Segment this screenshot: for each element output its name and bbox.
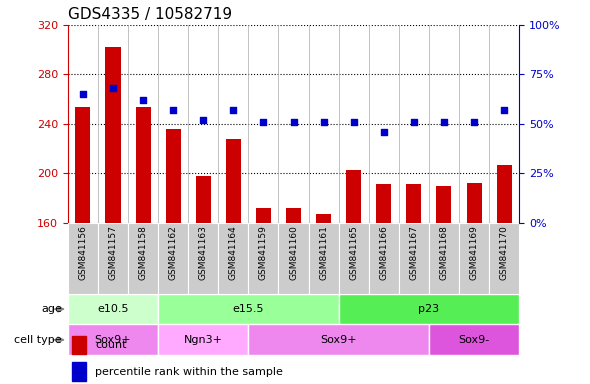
Bar: [309, 223, 339, 294]
Text: GSM841161: GSM841161: [319, 225, 328, 280]
Text: GSM841159: GSM841159: [259, 225, 268, 280]
Bar: [286, 208, 301, 223]
Bar: [68, 294, 158, 324]
Bar: [346, 170, 361, 223]
Bar: [128, 223, 158, 294]
Text: GSM841157: GSM841157: [109, 225, 117, 280]
Bar: [339, 294, 519, 324]
Point: [258, 119, 268, 125]
Point: [319, 119, 328, 125]
Point: [379, 129, 388, 135]
Text: GSM841158: GSM841158: [139, 225, 148, 280]
Bar: [68, 223, 98, 294]
Bar: [226, 139, 241, 223]
Bar: [369, 223, 399, 294]
Bar: [399, 223, 429, 294]
Bar: [407, 184, 421, 223]
Text: Sox9+: Sox9+: [320, 335, 357, 345]
Bar: [158, 223, 188, 294]
Bar: [158, 324, 248, 355]
Text: percentile rank within the sample: percentile rank within the sample: [95, 367, 283, 377]
Bar: [467, 183, 481, 223]
Text: Sox9+: Sox9+: [94, 335, 132, 345]
Text: GSM841162: GSM841162: [169, 225, 178, 280]
Bar: [459, 223, 489, 294]
Point: [228, 107, 238, 113]
Bar: [98, 223, 128, 294]
Bar: [188, 223, 218, 294]
Bar: [429, 223, 459, 294]
Bar: [248, 324, 429, 355]
Text: GSM841164: GSM841164: [229, 225, 238, 280]
Bar: [497, 165, 512, 223]
Bar: [136, 106, 150, 223]
Text: age: age: [41, 304, 62, 314]
Bar: [73, 362, 86, 381]
Point: [409, 119, 419, 125]
Text: GDS4335 / 10582719: GDS4335 / 10582719: [68, 7, 232, 22]
Bar: [106, 47, 120, 223]
Text: e10.5: e10.5: [97, 304, 129, 314]
Text: GSM841167: GSM841167: [409, 225, 418, 280]
Bar: [166, 129, 181, 223]
Text: GSM841156: GSM841156: [78, 225, 87, 280]
Point: [109, 85, 118, 91]
Bar: [316, 214, 331, 223]
Bar: [76, 106, 90, 223]
Text: GSM841165: GSM841165: [349, 225, 358, 280]
Text: count: count: [95, 340, 126, 350]
Bar: [429, 324, 519, 355]
Point: [138, 97, 148, 103]
Point: [289, 119, 298, 125]
Point: [470, 119, 479, 125]
Bar: [158, 294, 339, 324]
Bar: [68, 324, 158, 355]
Bar: [339, 223, 369, 294]
Point: [439, 119, 449, 125]
Text: Ngn3+: Ngn3+: [183, 335, 223, 345]
Text: GSM841166: GSM841166: [379, 225, 388, 280]
Bar: [196, 176, 211, 223]
Bar: [73, 336, 86, 354]
Text: GSM841163: GSM841163: [199, 225, 208, 280]
Text: p23: p23: [418, 304, 440, 314]
Point: [78, 91, 88, 97]
Bar: [218, 223, 248, 294]
Bar: [437, 185, 451, 223]
Bar: [278, 223, 309, 294]
Text: cell type: cell type: [14, 335, 62, 345]
Bar: [376, 184, 391, 223]
Bar: [248, 223, 278, 294]
Text: GSM841160: GSM841160: [289, 225, 298, 280]
Point: [349, 119, 359, 125]
Text: GSM841168: GSM841168: [440, 225, 448, 280]
Bar: [489, 223, 519, 294]
Point: [198, 117, 208, 123]
Text: GSM841170: GSM841170: [500, 225, 509, 280]
Bar: [256, 208, 271, 223]
Text: e15.5: e15.5: [232, 304, 264, 314]
Point: [169, 107, 178, 113]
Text: GSM841169: GSM841169: [470, 225, 478, 280]
Point: [499, 107, 509, 113]
Text: Sox9-: Sox9-: [458, 335, 490, 345]
